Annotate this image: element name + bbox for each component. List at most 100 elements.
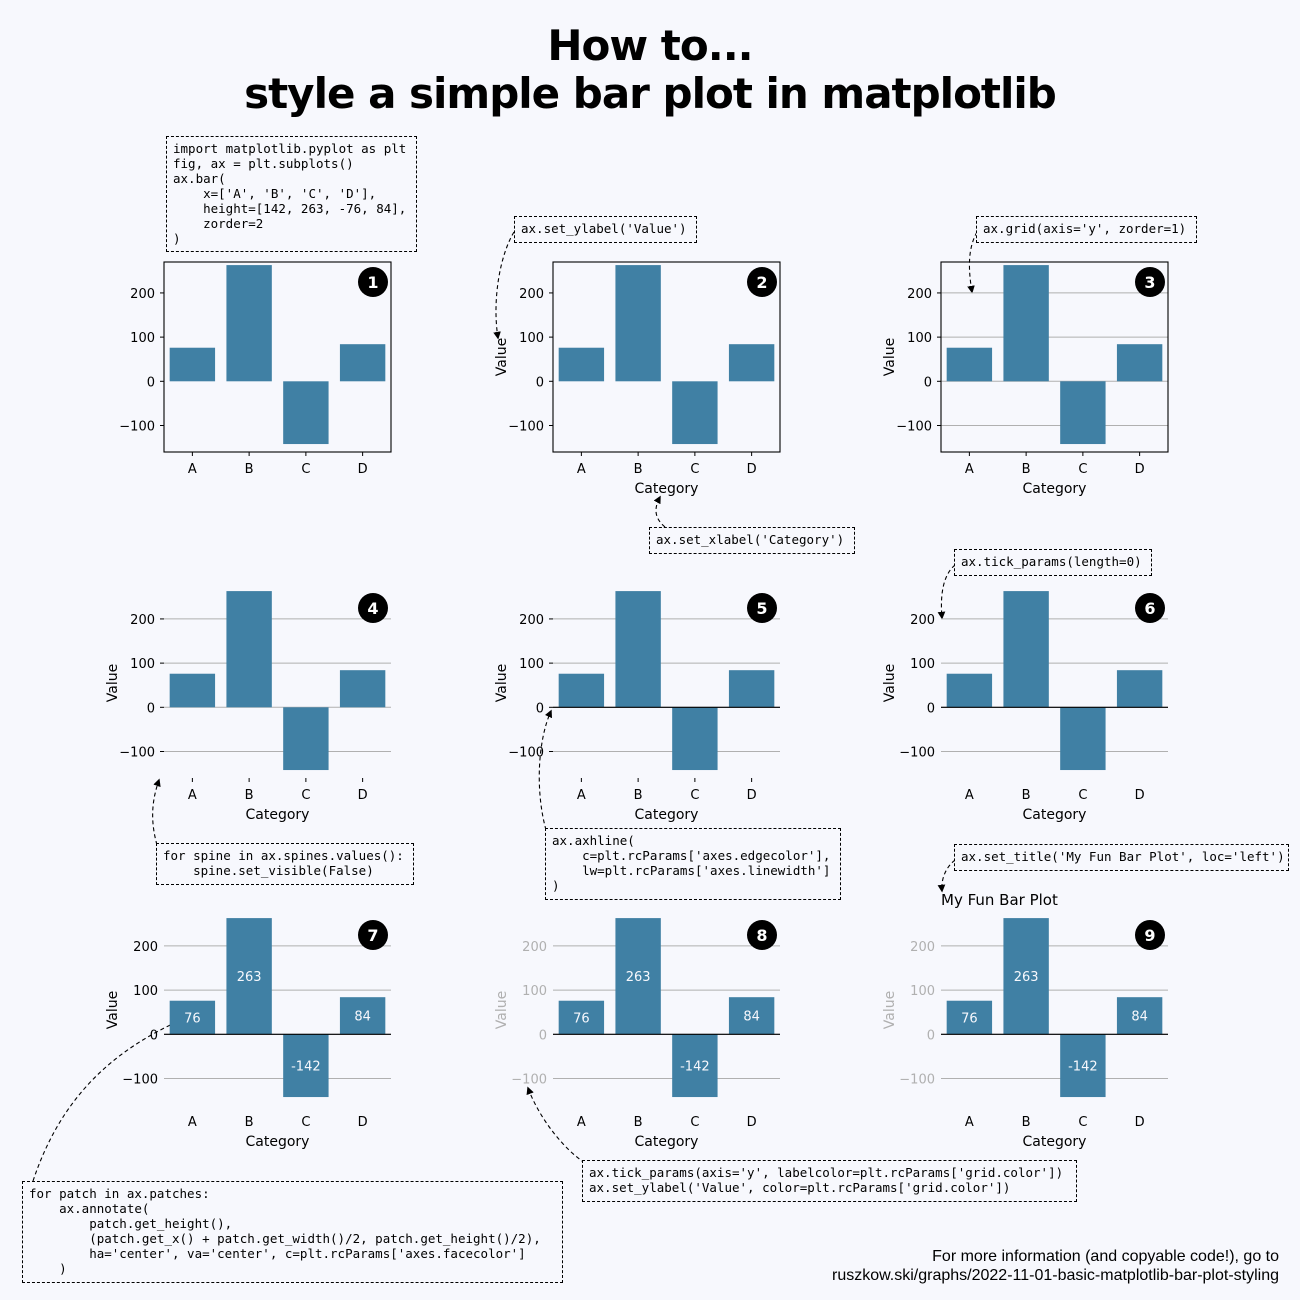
chart-4: −100 0 100 200 A B C D Category Value 4 [105, 591, 391, 823]
step-badge [747, 593, 777, 623]
bar-D [339, 670, 386, 708]
x-axis-label: Category [1023, 807, 1087, 823]
y-tick-label: 100 [519, 331, 544, 346]
y-tick-label: 200 [519, 287, 544, 302]
y-tick-label: 100 [130, 657, 155, 672]
code-box-spines: for spine in ax.spines.values(): spine.s… [156, 843, 414, 885]
axes-frame [163, 261, 392, 453]
x-tick-label: C [1078, 462, 1087, 477]
chart-1: −100 0 100 200 A B C D 1 [119, 261, 392, 477]
x-tick-label: A [577, 1115, 586, 1130]
y-tick-label: 0 [536, 375, 544, 390]
chart-3: −100 0 100 200 A B C D Category Value 3 [882, 261, 1169, 497]
chart-2: −100 0 100 200 A B C D Category Value 2 [494, 261, 781, 497]
x-tick-label: B [1022, 1115, 1031, 1130]
bar-label-D: 84 [1131, 1010, 1148, 1025]
footer-line-2[interactable]: ruszkow.ski/graphs/2022-11-01-basic-matp… [831, 1267, 1279, 1284]
code-box-grid: ax.grid(axis='y', zorder=1) [976, 216, 1197, 243]
bar-B [615, 265, 661, 382]
y-tick-label: 0 [147, 701, 155, 716]
arrow-muted [526, 1086, 586, 1164]
chart-7: 76 263 -142 84 −100 0 100 200 A B C D Category Value 7 [105, 918, 391, 1150]
code-box-axhline: ax.axhline( c=plt.rcParams['axes.edgecol… [545, 828, 841, 900]
x-tick-label: A [188, 1115, 197, 1130]
y-tick-label: −100 [896, 419, 932, 434]
x-tick-label: C [301, 462, 310, 477]
x-tick-label: C [690, 462, 699, 477]
x-tick-label: A [965, 1115, 974, 1130]
x-axis-label: Category [1023, 481, 1087, 497]
step-badge-number: 5 [756, 599, 767, 618]
y-axis-label: Value [494, 991, 510, 1029]
chart-5: −100 0 100 200 A B C D Category Value 5 [494, 591, 780, 823]
bar-B [1003, 591, 1049, 708]
arrow-spines [152, 778, 161, 846]
bar-D [728, 670, 775, 708]
chart-6: −100 0 100 200 A B C D Category Value 6 [882, 591, 1168, 823]
page-title: How to... style a simple bar plot in mat… [0, 22, 1300, 118]
x-axis-label: Category [635, 1134, 699, 1150]
x-tick-label: B [245, 1115, 254, 1130]
y-tick-label: 100 [910, 984, 935, 999]
step-badge-number: 8 [756, 926, 767, 945]
code-box-ylabel: ax.set_ylabel('Value') [514, 216, 697, 243]
bar-C [1060, 1034, 1106, 1098]
y-tick-label: 200 [130, 287, 155, 302]
y-tick-label: 0 [150, 1028, 158, 1043]
axes-frame [940, 261, 1169, 453]
arrow-axhline [538, 709, 552, 831]
y-tick-label: 200 [910, 613, 935, 628]
step-badge-number: 2 [756, 273, 767, 292]
y-tick-label: 100 [130, 331, 155, 346]
y-tick-label: −100 [508, 419, 544, 434]
title-line-2: style a simple bar plot in matplotlib [244, 69, 1057, 118]
y-tick-label: 200 [522, 940, 547, 955]
step-badge-number: 3 [1144, 273, 1155, 292]
bar-D [1116, 997, 1163, 1035]
bar-C [283, 707, 329, 771]
y-axis-label: Value [882, 664, 898, 702]
y-axis-label: Value [494, 338, 510, 376]
arrow-grid [967, 231, 978, 294]
x-axis-label: Category [635, 481, 699, 497]
chart-title: My Fun Bar Plot [941, 891, 1058, 909]
bar-D [1116, 670, 1163, 708]
code-box-bar: import matplotlib.pyplot as plt fig, ax … [166, 136, 417, 252]
step-badge-number: 6 [1144, 599, 1155, 618]
step-badge [747, 920, 777, 950]
bar-A [558, 347, 605, 382]
step-badge [358, 267, 388, 297]
bar-A [169, 1000, 216, 1035]
x-tick-label: A [965, 462, 974, 477]
code-box-xlabel: ax.set_xlabel('Category') [649, 527, 855, 554]
x-tick-label: D [358, 1115, 368, 1130]
y-tick-label: 0 [927, 1028, 935, 1043]
y-tick-label: −100 [119, 745, 155, 760]
y-axis-label: Value [105, 664, 121, 702]
x-tick-label: A [577, 462, 586, 477]
y-tick-label: 0 [539, 1028, 547, 1043]
arrow-annotate [32, 1015, 190, 1182]
x-tick-label: D [358, 788, 368, 803]
bar-label-C: -142 [291, 1060, 321, 1075]
x-tick-label: D [1135, 462, 1145, 477]
x-tick-label: C [1078, 1115, 1087, 1130]
chart-9: 76 263 -142 84 −100 0 100 200 A B C D Category Value M… [882, 891, 1168, 1150]
y-tick-label: 0 [536, 701, 544, 716]
bar-A [946, 673, 993, 708]
x-tick-label: D [358, 462, 368, 477]
y-tick-label: 200 [133, 940, 158, 955]
bar-D [728, 344, 775, 382]
bar-B [615, 918, 661, 1035]
x-tick-label: D [1135, 788, 1145, 803]
bar-label-A: 76 [573, 1012, 590, 1027]
bar-D [339, 997, 386, 1035]
axes-frame [552, 261, 781, 453]
x-axis-label: Category [635, 807, 699, 823]
bar-C [1060, 707, 1106, 771]
step-badge-number: 1 [367, 273, 378, 292]
step-badge [358, 593, 388, 623]
y-tick-label: 100 [133, 984, 158, 999]
bar-A [169, 673, 216, 708]
